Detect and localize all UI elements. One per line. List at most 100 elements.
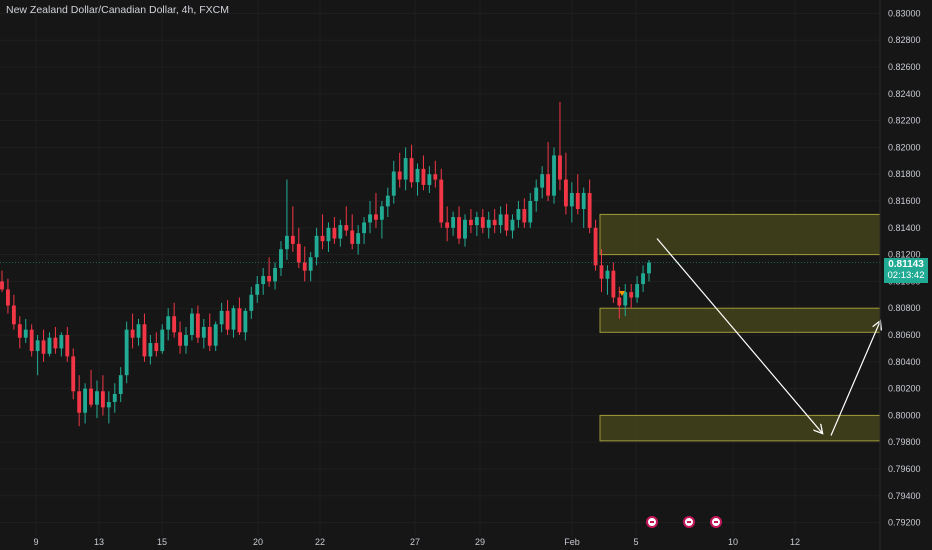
candle — [480, 209, 485, 234]
date-tick-label: 15 — [157, 537, 167, 547]
candle-body — [629, 292, 634, 298]
candle-body — [534, 187, 539, 201]
candle — [468, 209, 473, 234]
candle-body — [362, 222, 367, 234]
candle-body — [522, 209, 527, 223]
date-tick-label: 12 — [790, 537, 800, 547]
candle — [492, 209, 497, 234]
candle-body — [184, 335, 188, 346]
candle-body — [178, 332, 183, 346]
candle-body — [302, 262, 307, 271]
candle — [474, 211, 479, 236]
candle-body — [468, 219, 473, 226]
middle-demand-zone — [599, 307, 881, 333]
candle-body — [279, 249, 283, 268]
candle — [184, 326, 188, 354]
candle — [510, 214, 515, 239]
candle — [415, 163, 420, 196]
price-tick-label: 0.82600 — [888, 62, 921, 72]
candle-body — [486, 219, 491, 228]
price-tick-label: 0.82400 — [888, 89, 921, 99]
candle — [160, 324, 165, 354]
price-tick-label: 0.81800 — [888, 169, 921, 179]
candle-body — [213, 324, 218, 346]
candle — [504, 203, 509, 236]
candle — [344, 206, 349, 236]
candle — [314, 227, 319, 266]
symbol-title[interactable]: New Zealand Dollar/Canadian Dollar, 4h, … — [6, 4, 229, 16]
chart-grid — [0, 0, 880, 536]
date-tick-label: 5 — [633, 537, 638, 547]
candle-body — [284, 235, 289, 250]
candle-body — [368, 214, 372, 223]
candle-body — [95, 391, 99, 405]
candle-body — [445, 222, 450, 228]
candle-body — [17, 324, 22, 338]
candle — [641, 265, 645, 293]
candle — [243, 308, 248, 341]
candle-body — [100, 391, 105, 408]
candle — [581, 187, 586, 228]
candle-body — [41, 340, 46, 354]
candle — [17, 316, 22, 349]
candle-body — [391, 171, 396, 196]
candle — [41, 329, 46, 362]
candle — [457, 206, 461, 244]
candle-body — [403, 158, 408, 180]
candle — [23, 318, 28, 344]
candle — [112, 383, 117, 413]
candle-body — [23, 329, 28, 338]
candle — [195, 305, 200, 344]
price-tick-label: 0.81200 — [888, 250, 921, 260]
upper-supply-zone — [599, 213, 881, 256]
candle-body — [243, 310, 248, 333]
calendar-event-3-icon[interactable] — [710, 516, 722, 528]
candle-body — [552, 155, 556, 196]
candle-body — [6, 289, 10, 306]
candles-layer — [0, 101, 880, 427]
price-tick-label: 0.82800 — [888, 35, 921, 45]
candle-body — [504, 214, 509, 231]
candle — [77, 375, 82, 427]
candle — [617, 286, 622, 319]
candle-body — [112, 393, 117, 402]
candle — [118, 367, 123, 402]
candle — [178, 321, 183, 354]
candle — [65, 326, 70, 362]
candle-body — [326, 227, 331, 242]
zone-layer — [599, 213, 881, 442]
candle — [11, 294, 16, 330]
price-tick-label: 0.80600 — [888, 330, 921, 340]
candle — [100, 375, 105, 416]
candle-body — [427, 174, 432, 185]
down-projection-arrow — [656, 238, 822, 433]
candle — [326, 222, 331, 252]
candle — [261, 268, 266, 295]
candle — [397, 152, 402, 188]
candle-body — [89, 388, 93, 405]
candle — [267, 257, 272, 287]
candle — [71, 348, 76, 400]
candle — [611, 262, 616, 303]
candle-body — [172, 316, 177, 333]
candle-body — [225, 310, 230, 330]
candle-body — [130, 329, 135, 338]
candle — [308, 251, 313, 282]
candle — [546, 142, 551, 201]
candle-body — [273, 268, 277, 282]
candle-body — [409, 158, 414, 183]
price-tick-label: 0.80200 — [888, 384, 921, 394]
candle — [172, 302, 177, 338]
candle — [427, 166, 432, 193]
candle-body — [433, 174, 438, 180]
calendar-event-1-icon[interactable] — [646, 516, 658, 528]
candle-body — [540, 174, 545, 188]
candle — [451, 211, 456, 236]
candle — [320, 214, 325, 250]
candle — [225, 300, 230, 335]
candle-body — [290, 235, 295, 244]
calendar-event-2-icon[interactable] — [683, 516, 695, 528]
candle — [35, 335, 40, 376]
